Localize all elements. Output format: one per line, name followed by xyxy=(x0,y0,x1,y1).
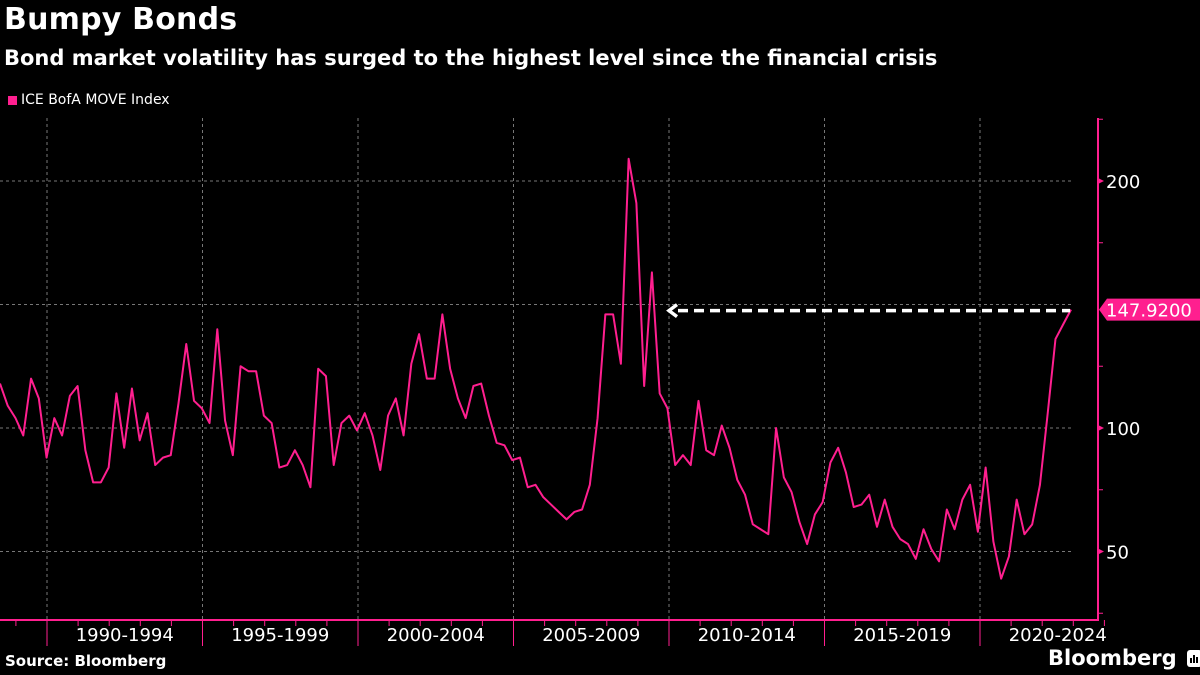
x-tick-label: 2000-2004 xyxy=(387,625,485,646)
chart-title: Bumpy Bonds xyxy=(4,2,238,37)
y-tick-label: 100 xyxy=(1106,419,1140,440)
annotations: 147.9200 xyxy=(666,298,1200,322)
y-tick-marker xyxy=(1098,178,1104,184)
brand-text: Bloomberg xyxy=(1048,646,1177,670)
x-tick-label: 2010-2014 xyxy=(698,625,796,646)
gridlines xyxy=(0,118,1072,620)
legend: ICE BofA MOVE Index xyxy=(8,92,170,108)
x-tick-label: 1995-1999 xyxy=(231,625,329,646)
y-tick-marker xyxy=(1098,425,1104,431)
chart-subtitle: Bond market volatility has surged to the… xyxy=(4,46,938,70)
y-tick-label: 200 xyxy=(1106,172,1140,193)
last-value-badge xyxy=(1099,298,1200,321)
x-tick-label: 1990-1994 xyxy=(76,625,174,646)
annotation-arrowhead-icon xyxy=(666,303,679,319)
legend-label: ICE BofA MOVE Index xyxy=(21,92,170,108)
axes: 1990-1994 1995-1999 2000-2004 2005-2009 2010… xyxy=(0,118,1140,646)
legend-swatch xyxy=(8,95,17,105)
y-tick-label: 50 xyxy=(1106,543,1129,564)
chart-logo-icon xyxy=(1186,649,1200,667)
bloomberg-logo: Bloomberg xyxy=(1048,646,1200,670)
x-tick-label: 2015-2019 xyxy=(853,625,951,646)
last-value-label: 147.9200 xyxy=(1106,301,1192,322)
series-group xyxy=(0,157,1072,580)
source-note: Source: Bloomberg xyxy=(5,652,167,670)
x-tick-label: 2020-2024 xyxy=(1009,625,1107,646)
series-line-move-index xyxy=(0,157,1072,580)
y-tick-marker xyxy=(1098,548,1104,555)
x-tick-label: 2005-2009 xyxy=(542,625,640,646)
